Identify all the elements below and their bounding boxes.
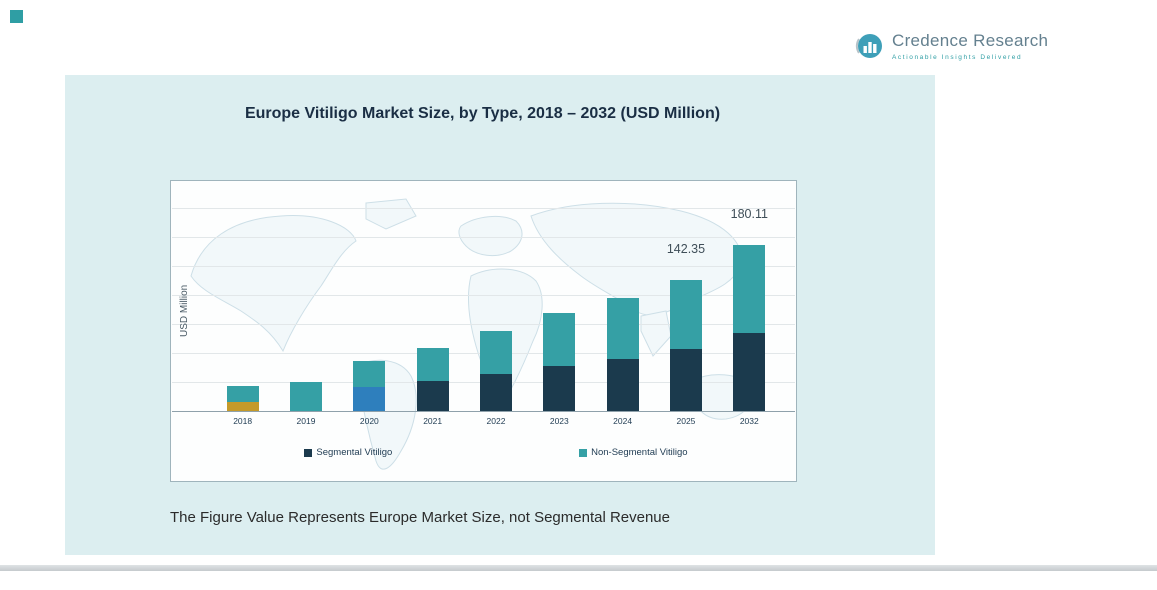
bar-segment bbox=[479, 330, 512, 375]
bar-2032: 180.11 bbox=[718, 181, 781, 411]
bar-segment bbox=[226, 401, 259, 411]
stacked-bar bbox=[416, 348, 449, 411]
logo: Credence Research Actionable Insights De… bbox=[855, 31, 1048, 61]
bar-segment bbox=[733, 332, 766, 411]
bottom-edge-shadow bbox=[0, 565, 1157, 571]
x-tick-2020: 2020 bbox=[359, 416, 379, 426]
bar-segment bbox=[353, 387, 386, 411]
stacked-bar bbox=[226, 386, 259, 411]
bar-2020 bbox=[338, 181, 401, 411]
logo-text: Credence Research Actionable Insights De… bbox=[892, 31, 1048, 61]
bar-segment bbox=[289, 382, 322, 411]
legend: Segmental Vitiligo Non-Segmental Vitiligo bbox=[211, 447, 781, 458]
stacked-bar bbox=[289, 382, 322, 411]
x-tick-2022: 2022 bbox=[486, 416, 506, 426]
bar-2025: 142.35 bbox=[654, 181, 717, 411]
bar-2021 bbox=[401, 181, 464, 411]
x-tick-2024: 2024 bbox=[613, 416, 633, 426]
data-label-2032: 180.11 bbox=[730, 207, 768, 222]
x-axis-ticks: 2018 2019 2020 2021 2022 2023 2024 2025 2032 bbox=[211, 416, 781, 426]
logo-tagline: Actionable Insights Delivered bbox=[892, 54, 1023, 61]
logo-name: Credence Research bbox=[892, 31, 1049, 50]
stacked-bar bbox=[543, 313, 576, 411]
bar-segment bbox=[733, 245, 766, 333]
stacked-bar bbox=[606, 297, 639, 411]
bar-segment bbox=[353, 361, 386, 388]
x-tick-2021: 2021 bbox=[423, 416, 443, 426]
bar-segment bbox=[606, 297, 639, 359]
chart-title: Europe Vitiligo Market Size, by Type, 20… bbox=[244, 105, 721, 122]
stacked-bar bbox=[669, 280, 702, 411]
bar-segment bbox=[606, 358, 639, 411]
x-tick-2025: 2025 bbox=[676, 416, 696, 426]
legend-label: Segmental Vitiligo bbox=[316, 447, 393, 458]
bar-2022 bbox=[464, 181, 527, 411]
bar-segment bbox=[669, 349, 702, 411]
bar-segment bbox=[416, 348, 449, 381]
y-axis-label: USD Million bbox=[179, 284, 190, 338]
bar-segment bbox=[543, 313, 576, 366]
bar-2023 bbox=[528, 181, 591, 411]
legend-swatch bbox=[304, 448, 313, 457]
bar-segment bbox=[226, 386, 259, 402]
bar-segment bbox=[479, 374, 512, 411]
credence-research-logo-icon bbox=[855, 34, 882, 58]
bar-2019 bbox=[274, 181, 337, 411]
footnote: The Figure Value Represents Europe Marke… bbox=[170, 509, 670, 526]
stacked-bar bbox=[733, 245, 766, 411]
x-tick-2023: 2023 bbox=[549, 416, 569, 426]
legend-item: Segmental Vitiligo bbox=[304, 447, 392, 458]
bar-segment bbox=[416, 380, 449, 411]
bar-2024 bbox=[591, 181, 654, 411]
x-tick-2018: 2018 bbox=[233, 416, 253, 426]
bars-row: 142.35 180.11 bbox=[211, 181, 781, 411]
bar-segment bbox=[669, 280, 702, 350]
legend-swatch bbox=[579, 448, 588, 457]
chart-panel: Europe Vitiligo Market Size, by Type, 20… bbox=[65, 75, 935, 555]
legend-item: Non-Segmental Vitiligo bbox=[579, 447, 688, 458]
stacked-bar bbox=[353, 361, 386, 411]
x-tick-2032: 2032 bbox=[739, 416, 759, 426]
stacked-bar bbox=[479, 330, 512, 411]
data-label-2025: 142.35 bbox=[666, 242, 706, 257]
legend-label: Non-Segmental Vitiligo bbox=[591, 447, 688, 458]
corner-accent-square bbox=[10, 10, 23, 23]
x-tick-2019: 2019 bbox=[296, 416, 316, 426]
chart-plot-area: USD Million 142.35 180.11 2018 2019 2020 202… bbox=[170, 180, 797, 482]
bar-2018 bbox=[211, 181, 274, 411]
bar-segment bbox=[543, 365, 576, 411]
x-axis-line bbox=[172, 411, 795, 412]
